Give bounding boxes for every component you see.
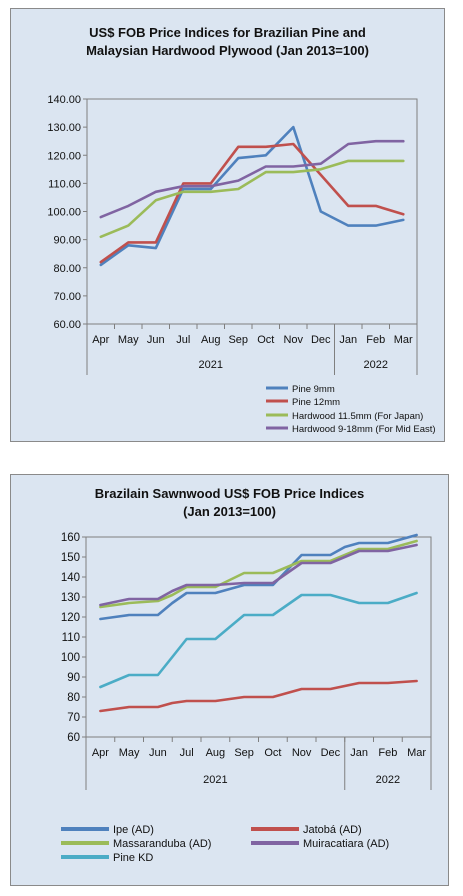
- series-line: [99, 159, 405, 239]
- chart-title-line-1: US$ FOB Price Indices for Brazilian Pine…: [89, 25, 366, 40]
- plywood-line-chart: 60.00 70.00 80.00 90.00 100.00 110.00 120.00 13…: [47, 94, 436, 435]
- x-tick-label: Aug: [201, 334, 221, 346]
- x-tick-label: Oct: [264, 747, 281, 759]
- series-line: [99, 679, 418, 713]
- y-tick-label: 140: [61, 572, 80, 584]
- x-tick-label: Jul: [180, 747, 194, 759]
- series-line: [99, 533, 418, 621]
- year-group-label: 2022: [364, 359, 388, 371]
- legend-label: Hardwood 11.5mm (For Japan): [292, 411, 423, 422]
- x-tick-label: Aug: [206, 747, 226, 759]
- y-tick-label: 150: [61, 552, 80, 564]
- y-tick-label: 70.00: [53, 291, 81, 303]
- x-tick-label: Jun: [147, 334, 165, 346]
- x-tick-label: Sep: [228, 334, 248, 346]
- x-tick-label: Nov: [292, 747, 312, 759]
- y-tick-label: 160: [61, 532, 80, 544]
- plot-area: [85, 536, 432, 738]
- chart-title-line-2: (Jan 2013=100): [183, 504, 276, 519]
- y-tick-label: 60: [67, 732, 80, 744]
- x-tick-label: Apr: [92, 334, 109, 346]
- y-tick-label: 120.00: [47, 150, 81, 162]
- legend-label: Pine 12mm: [292, 397, 340, 408]
- y-tick-label: 70: [67, 712, 80, 724]
- y-tick-label: 90.00: [53, 235, 81, 247]
- legend-label: Muiracatiara (AD): [303, 838, 389, 850]
- x-tick-label: Jul: [176, 334, 190, 346]
- y-tick-label: 60.00: [53, 319, 81, 331]
- y-tick-label: 110.00: [48, 178, 81, 190]
- series-line: [99, 139, 405, 219]
- chart-panel-plywood: US$ FOB Price Indices for Brazilian Pine…: [10, 8, 445, 442]
- legend-label: Massaranduba (AD): [113, 838, 211, 850]
- x-tick-label: May: [119, 747, 140, 759]
- y-tick-label: 130.00: [47, 122, 81, 134]
- y-tick-label: 110: [62, 632, 80, 644]
- x-tick-label: Jan: [350, 747, 368, 759]
- y-tick-label: 100: [61, 652, 80, 664]
- x-tick-label: Nov: [283, 334, 303, 346]
- chart-title-line-1: Brazilain Sawnwood US$ FOB Price Indices: [94, 486, 365, 501]
- y-tick-label: 80: [67, 692, 80, 704]
- x-tick-label: Apr: [92, 747, 109, 759]
- plot-area: [86, 98, 418, 325]
- y-tick-label: 80.00: [53, 263, 81, 275]
- legend-label: Jatobá (AD): [303, 824, 362, 836]
- legend-label: Hardwood 9-18mm (For Mid East): [292, 424, 436, 435]
- year-group-label: 2021: [199, 359, 223, 371]
- sawnwood-line-chart: 60 70 80 90 100 110 120 130 140 150 160 Apr May Jun Ju…: [61, 532, 432, 864]
- chart-panel-sawnwood: Brazilain Sawnwood US$ FOB Price Indices…: [10, 474, 449, 886]
- y-tick-label: 140.00: [47, 94, 81, 106]
- x-tick-label: Dec: [311, 334, 331, 346]
- series-line: [99, 142, 405, 264]
- y-tick-label: 90: [67, 672, 80, 684]
- y-tick-label: 100.00: [47, 207, 81, 219]
- legend-label: Ipe (AD): [113, 824, 154, 836]
- x-tick-label: Sep: [234, 747, 254, 759]
- x-tick-label: Jun: [149, 747, 167, 759]
- legend-label: Pine KD: [113, 852, 153, 864]
- x-tick-label: Jan: [339, 334, 357, 346]
- x-tick-label: Mar: [394, 334, 413, 346]
- y-tick-label: 130: [61, 592, 80, 604]
- year-group-label: 2021: [203, 774, 227, 786]
- legend-label: Pine 9mm: [292, 384, 335, 395]
- y-tick-label: 120: [61, 612, 80, 624]
- x-tick-label: May: [118, 334, 139, 346]
- series-line: [99, 539, 418, 609]
- series-line: [99, 125, 405, 267]
- x-tick-label: Dec: [321, 747, 341, 759]
- chart-title-line-2: Malaysian Hardwood Plywood (Jan 2013=100…: [86, 43, 369, 58]
- x-tick-label: Mar: [407, 747, 426, 759]
- year-group-label: 2022: [376, 774, 400, 786]
- x-tick-label: Feb: [366, 334, 385, 346]
- x-tick-label: Feb: [378, 747, 397, 759]
- x-tick-label: Oct: [257, 334, 274, 346]
- series-line: [99, 591, 418, 689]
- series-line: [99, 543, 418, 607]
